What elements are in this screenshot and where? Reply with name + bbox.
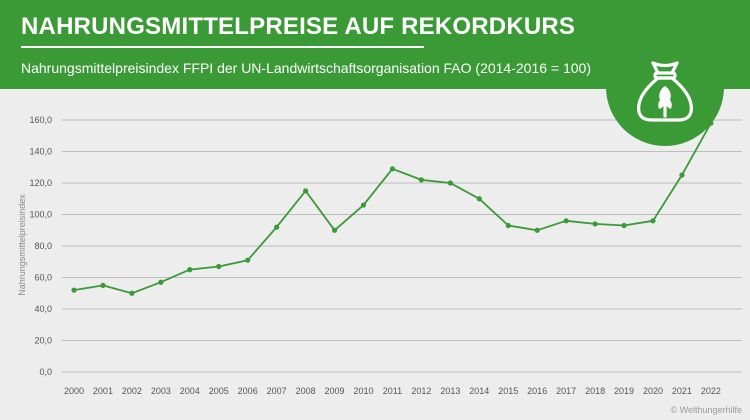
- data-point-2010: [360, 202, 367, 208]
- x-tick-label: 2017: [556, 386, 576, 396]
- x-tick-label: 2013: [440, 386, 460, 396]
- title-underline: [21, 46, 424, 48]
- y-tick-label: 20,0: [34, 336, 52, 346]
- grain-sack-icon: [637, 61, 693, 122]
- data-point-2019: [621, 222, 627, 229]
- x-tick-label: 2012: [411, 386, 431, 396]
- data-point-2011: [389, 166, 396, 172]
- data-point-2001: [100, 282, 106, 288]
- y-tick-label: 140,0: [29, 147, 52, 157]
- x-tick-label: 2003: [151, 386, 171, 396]
- data-point-2015: [505, 222, 511, 229]
- x-tick-label: 2021: [672, 386, 692, 396]
- x-tick-label: 2016: [527, 386, 547, 396]
- y-tick-label: 80,0: [34, 241, 52, 251]
- x-tick-label: 2011: [383, 386, 402, 396]
- x-tick-label: 2004: [180, 386, 200, 396]
- y-tick-label: 40,0: [34, 304, 52, 314]
- x-tick-label: 2014: [469, 386, 489, 396]
- x-tick-label: 2015: [498, 386, 518, 396]
- x-tick-label: 2007: [267, 386, 287, 396]
- data-point-2005: [216, 263, 222, 270]
- grid-lines: [62, 119, 742, 373]
- badge-circle: [606, 28, 724, 146]
- data-point-2020: [650, 218, 656, 224]
- data-point-2012: [418, 177, 424, 183]
- x-tick-label: 2002: [122, 386, 142, 396]
- data-point-2000: [71, 287, 77, 293]
- copyright-credit: © Welthungerhilfe: [670, 405, 742, 415]
- x-tick-label: 2019: [614, 386, 634, 396]
- data-point-2004: [187, 267, 193, 273]
- x-tick-label: 2022: [701, 386, 721, 396]
- y-axis-label: Nahrungsmittelpreisindex: [17, 194, 27, 296]
- y-tick-label: 120,0: [29, 178, 52, 188]
- x-tick-label: 2020: [643, 386, 663, 396]
- data-point-2017: [563, 218, 569, 224]
- data-point-2002: [129, 290, 135, 296]
- y-axis-ticks: 0,0 20,0 40,0 60,0 80,0 100,0 120,0 140,0 160,0: [29, 115, 52, 377]
- data-point-2008: [303, 188, 309, 194]
- data-point-2003: [158, 279, 164, 285]
- page-subtitle: Nahrungsmittelpreisindex FFPI der UN-Lan…: [21, 60, 592, 76]
- page-title: NAHRUNGSMITTELPREISE AUF REKORDKURS: [21, 13, 576, 40]
- x-tick-label: 2009: [325, 386, 345, 396]
- x-tick-label: 2000: [64, 386, 84, 396]
- series-layer: [71, 120, 714, 296]
- x-tick-label: 2010: [353, 386, 373, 396]
- data-point-2018: [592, 221, 598, 227]
- data-point-2006: [245, 257, 251, 263]
- y-tick-label: 160,0: [29, 115, 52, 125]
- x-tick-label: 2008: [296, 386, 316, 396]
- x-tick-label: 2001: [93, 386, 113, 396]
- data-point-2021: [679, 172, 685, 178]
- series-line: [73, 122, 712, 295]
- data-point-2013: [447, 180, 453, 186]
- data-point-2009: [331, 227, 338, 233]
- x-tick-label: 2006: [238, 386, 258, 396]
- data-point-2014: [476, 196, 482, 202]
- x-tick-label: 2018: [585, 386, 605, 396]
- x-tick-label: 2005: [209, 386, 229, 396]
- x-axis-ticks: 2000 2001 2002 2003 2004 2005 2006 2007 2008 2009…: [64, 386, 721, 396]
- y-tick-label: 0,0: [39, 367, 52, 377]
- y-tick-label: 100,0: [29, 210, 52, 220]
- data-point-2016: [534, 227, 540, 233]
- data-point-2007: [274, 224, 280, 230]
- y-tick-label: 60,0: [34, 273, 52, 283]
